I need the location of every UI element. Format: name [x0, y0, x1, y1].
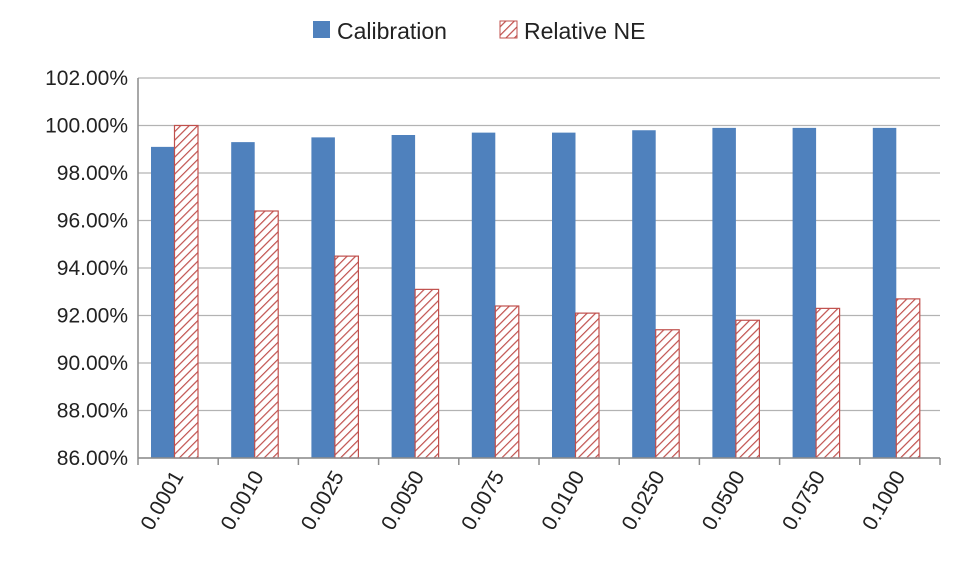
y-tick-label: 92.00% — [57, 305, 128, 328]
legend-item-calibration: Calibration — [313, 18, 447, 44]
bar-relative-ne-0-0010 — [254, 210, 279, 459]
x-tick-label: 0.1000 — [858, 467, 910, 534]
legend-swatch-relative-ne — [499, 20, 518, 39]
bar-calibration-0-1000 — [872, 127, 897, 458]
legend: Calibration Relative NE — [313, 18, 645, 44]
x-tick-label: 0.0010 — [217, 467, 269, 534]
legend-swatch-calibration — [313, 21, 330, 38]
bar-relative-ne-0-0025 — [334, 255, 359, 459]
x-tick-label: 0.0050 — [377, 467, 429, 534]
bar-calibration-0-0250 — [632, 130, 656, 458]
x-tick-label: 0.0500 — [698, 467, 750, 534]
bar-calibration-0-0750 — [792, 127, 817, 458]
y-tick-label: 94.00% — [57, 257, 128, 280]
bar-relative-ne-0-0500 — [735, 319, 761, 459]
axes — [137, 78, 941, 465]
bar-relative-ne-0-0001 — [173, 124, 199, 459]
bar-relative-ne-0-0075 — [494, 305, 520, 459]
bar-calibration-0-0075 — [471, 132, 496, 458]
legend-label-relative-ne: Relative NE — [524, 18, 645, 44]
x-axis-tick-labels: 0.0001 0.0010 0.0025 0.0050 0.0075 0.0100 0.02… — [136, 467, 910, 534]
x-tick-label: 0.0001 — [136, 467, 188, 534]
bar-calibration-0-0025 — [311, 137, 335, 458]
x-tick-label: 0.0025 — [297, 467, 349, 534]
x-tick-label: 0.0075 — [457, 467, 509, 534]
y-tick-label: 86.00% — [57, 447, 128, 470]
y-tick-label: 96.00% — [57, 210, 128, 233]
y-tick-label: 98.00% — [57, 162, 128, 185]
bars — [151, 124, 921, 459]
legend-item-relative-ne: Relative NE — [499, 18, 645, 44]
bar-calibration-0-0500 — [712, 127, 736, 458]
x-tick-label: 0.0100 — [537, 467, 589, 534]
x-tick-label: 0.0750 — [778, 467, 830, 534]
y-tick-label: 90.00% — [57, 352, 128, 375]
legend-label-calibration: Calibration — [337, 18, 447, 44]
bar-relative-ne-0-0250 — [655, 329, 680, 459]
bar-calibration-0-0010 — [231, 142, 255, 458]
y-tick-label: 100.00% — [45, 115, 128, 138]
bar-calibration-0-0100 — [552, 132, 576, 458]
y-axis-tick-labels: 86.00% 88.00% 90.00% 92.00% 94.00% 96.00% 98.0… — [45, 67, 128, 470]
bar-relative-ne-0-0050 — [414, 288, 440, 459]
x-tick-label: 0.0250 — [618, 467, 670, 534]
bar-relative-ne-0-0750 — [815, 307, 841, 459]
bar-calibration-0-0050 — [391, 135, 416, 458]
bar-relative-ne-0-1000 — [895, 298, 921, 459]
y-tick-label: 88.00% — [57, 400, 128, 423]
bar-calibration-0-0001 — [151, 146, 175, 458]
y-tick-label: 102.00% — [45, 67, 128, 90]
bar-relative-ne-0-0100 — [574, 312, 600, 459]
